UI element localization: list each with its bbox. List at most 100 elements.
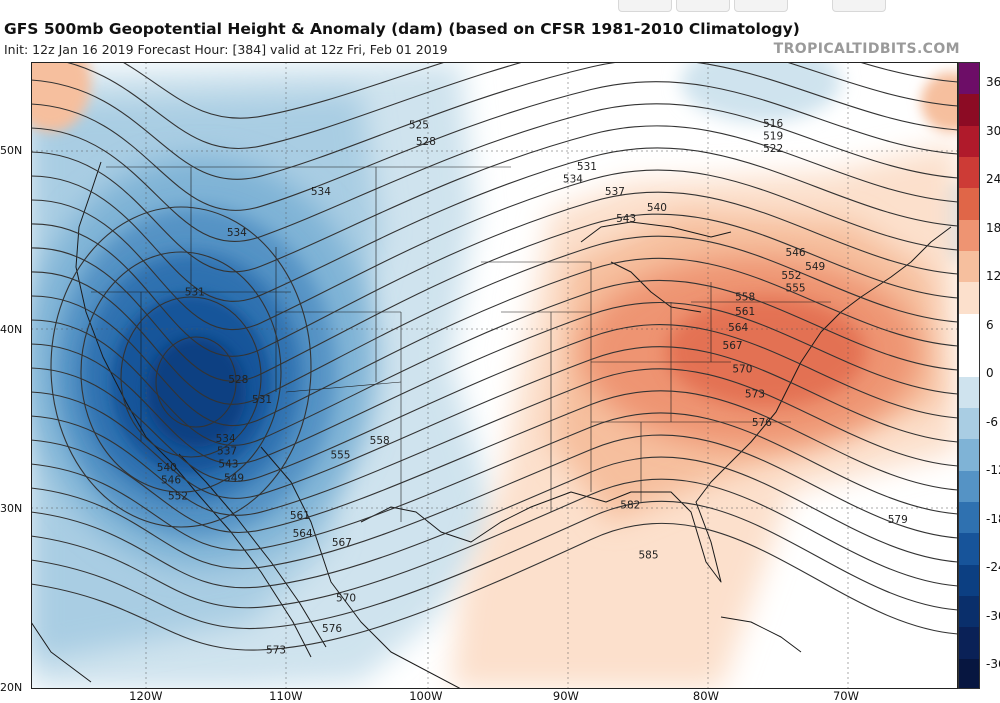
brand-watermark: TROPICALTIDBITS.COM [773, 41, 960, 57]
svg-text:534: 534 [563, 173, 583, 185]
svg-text:573: 573 [266, 645, 286, 657]
contour-label: 543 [616, 213, 636, 225]
colorbar-label: 18 [986, 220, 1000, 235]
longitude-label: 80W [692, 689, 719, 703]
contour-label: 534 [227, 227, 247, 239]
contour-label: 570 [732, 363, 752, 375]
colorbar-segment [959, 533, 979, 566]
colorbar-segment [959, 313, 979, 346]
contour-line [31, 500, 958, 630]
svg-text:555: 555 [786, 283, 806, 295]
svg-text:579: 579 [888, 514, 908, 526]
contour-label: 534 [216, 433, 236, 445]
toolbar-button[interactable] [618, 0, 672, 12]
longitude-label: 120W [129, 689, 163, 703]
colorbar-segment [959, 345, 979, 377]
colorbar-segment [959, 501, 979, 534]
colorbar-segment [959, 63, 979, 95]
svg-text:546: 546 [161, 474, 181, 486]
contour-line [31, 147, 958, 302]
state-borders [91, 166, 831, 522]
contour-label: 558 [370, 435, 390, 447]
colorbar-segment [959, 125, 979, 158]
contour-label: 531 [185, 286, 205, 298]
colorbar-label: -24 [986, 560, 1000, 574]
colorbar-label: 6 [986, 317, 994, 332]
contour-line [31, 62, 958, 180]
contour-label: 576 [752, 417, 772, 429]
svg-text:561: 561 [290, 510, 310, 522]
contour-ring [120, 296, 262, 458]
svg-text:516: 516 [763, 118, 783, 130]
contour-label: 579 [888, 514, 908, 526]
svg-text:567: 567 [332, 537, 352, 549]
contour-label: 549 [805, 261, 825, 273]
colorbar-segment [959, 251, 979, 283]
contour-label: 567 [723, 340, 743, 352]
svg-text:570: 570 [336, 593, 356, 605]
svg-text:576: 576 [752, 417, 772, 429]
colorbar-segment [959, 564, 979, 597]
contour-label: 534 [311, 186, 331, 198]
svg-text:567: 567 [723, 340, 743, 352]
contour-label: 540 [157, 462, 177, 474]
contour-label: 555 [330, 449, 350, 461]
colorbar-segment [959, 407, 979, 440]
contour-label: 537 [217, 446, 237, 458]
svg-text:552: 552 [781, 270, 801, 282]
contour-line [31, 257, 958, 427]
contour-line [63, 62, 958, 150]
svg-text:531: 531 [185, 286, 205, 298]
toolbar-button[interactable] [832, 0, 886, 12]
contour-label: 561 [290, 510, 310, 522]
contour-label: 528 [228, 374, 248, 386]
svg-text:564: 564 [728, 322, 748, 334]
map-panel: 525 528 516 519 522 531 534 537 540 543 534 534 531 5… [31, 62, 958, 689]
svg-text:573: 573 [745, 388, 765, 400]
latitude-label: 50N [0, 143, 23, 157]
contour-line [31, 346, 958, 500]
contour-label: 537 [605, 186, 625, 198]
height-contours [31, 62, 958, 651]
contour-line [31, 280, 958, 446]
longitude-label: 110W [269, 689, 303, 703]
svg-text:537: 537 [217, 446, 237, 458]
svg-text:540: 540 [157, 462, 177, 474]
contour-label: 546 [161, 474, 181, 486]
svg-text:549: 549 [805, 261, 825, 273]
toolbar-button[interactable] [734, 0, 788, 12]
contour-label: 576 [322, 623, 342, 635]
toolbar-button[interactable] [676, 0, 730, 12]
contour-label: 534 [563, 173, 583, 185]
contour-line [31, 235, 958, 405]
longitude-label: 90W [552, 689, 579, 703]
latitude-label: 30N [0, 501, 23, 515]
svg-text:543: 543 [218, 458, 238, 470]
height-contour-labels: 5255285165195225315345375405435345345315… [157, 118, 908, 657]
contour-line [31, 103, 958, 242]
svg-text:552: 552 [168, 491, 188, 503]
contour-ring [50, 206, 312, 528]
contour-line [31, 390, 958, 534]
contour-label: 564 [293, 528, 313, 540]
map-subtitle: Init: 12z Jan 16 2019 Forecast Hour: [38… [4, 42, 448, 57]
svg-text:534: 534 [311, 186, 331, 198]
svg-text:561: 561 [735, 306, 755, 318]
colorbar-label: 24 [986, 172, 1000, 186]
svg-text:534: 534 [216, 433, 236, 445]
contour-line [31, 81, 958, 212]
svg-text:543: 543 [616, 213, 636, 225]
svg-text:528: 528 [416, 136, 436, 148]
contour-ring [155, 336, 237, 428]
contour-label: 558 [735, 292, 755, 304]
colorbar-segment [959, 439, 979, 472]
contour-line [121, 62, 958, 119]
colorbar-segment [959, 595, 979, 628]
colorbar-label: -36 [986, 657, 1000, 671]
contour-label: 528 [416, 136, 436, 148]
contour-line [31, 213, 958, 382]
contour-label: 519 [763, 130, 783, 142]
map-canvas: 5255285165195225315345375405435345345315… [31, 62, 958, 689]
contour-line [31, 191, 958, 357]
svg-text:528: 528 [228, 374, 248, 386]
